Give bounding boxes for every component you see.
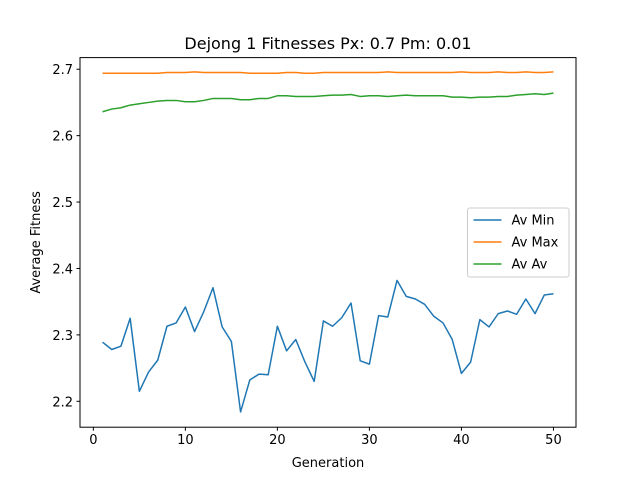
legend: Av Min Av Max Av Av	[467, 207, 570, 278]
x-tick-label: 20	[269, 433, 286, 448]
y-tick-label: 2.7	[52, 63, 73, 78]
legend-label: Av Min	[512, 214, 555, 229]
y-tick-label: 2.6	[52, 130, 73, 145]
x-tick-label: 10	[177, 433, 194, 448]
series-line-av-av	[102, 92, 554, 113]
x-tick-label: 50	[545, 433, 562, 448]
series-line-av-max	[102, 71, 554, 74]
y-tick-label: 2.5	[52, 196, 73, 211]
axis-ticks: 0 10 20 30 40 50 2.2 2.3 2.4 2.5 2.6 2.7	[52, 63, 561, 448]
x-tick-label: 0	[89, 433, 97, 448]
y-tick-label: 2.3	[52, 329, 73, 344]
x-tick-label: 40	[453, 433, 470, 448]
y-axis-label: Average Fitness	[29, 191, 44, 294]
y-tick-label: 2.2	[52, 395, 73, 410]
legend-box	[467, 207, 570, 278]
plot-frame	[79, 57, 577, 428]
series-lines	[102, 71, 554, 413]
x-tick-label: 30	[361, 433, 378, 448]
chart-title: Dejong 1 Fitnesses Px: 0.7 Pm: 0.01	[184, 34, 471, 53]
legend-label: Av Max	[512, 236, 559, 251]
legend-label: Av Av	[512, 258, 548, 273]
series-line-av-min	[102, 279, 554, 413]
y-tick-label: 2.4	[52, 262, 73, 277]
x-axis-label: Generation	[292, 456, 365, 471]
